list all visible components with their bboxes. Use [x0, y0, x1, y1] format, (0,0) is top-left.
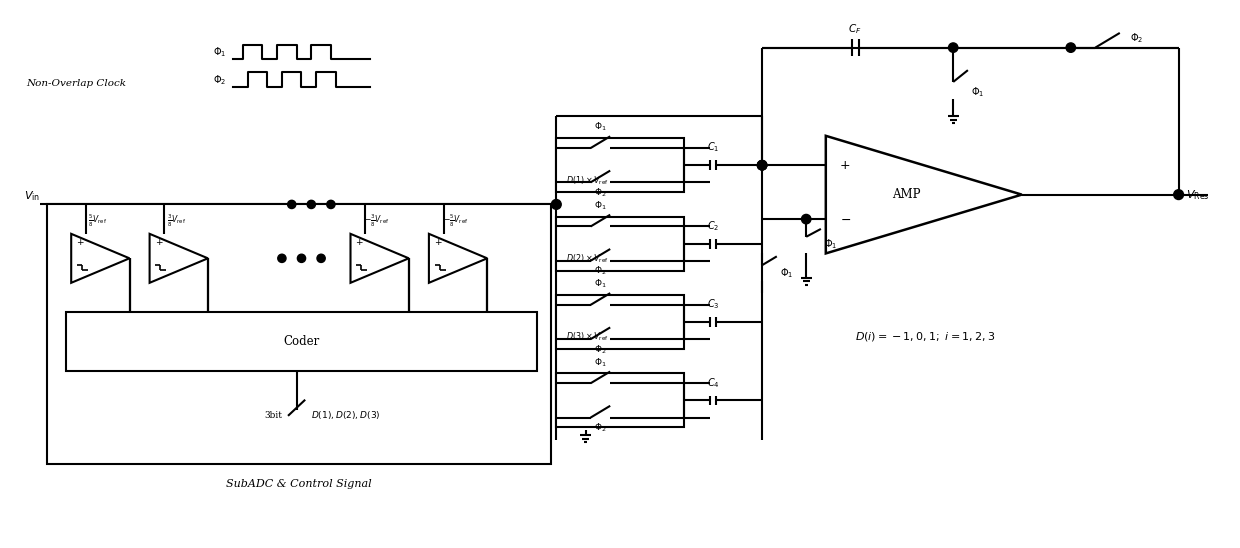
Circle shape: [801, 214, 811, 224]
Bar: [557, 216, 683, 271]
Text: $\Phi_1$: $\Phi_1$: [971, 85, 985, 99]
Text: $C_F$: $C_F$: [848, 22, 862, 36]
Text: $\Phi_1$: $\Phi_1$: [823, 237, 837, 250]
Bar: [557, 138, 683, 192]
Circle shape: [308, 201, 315, 209]
Text: $D(1), D(2), D(3)$: $D(1), D(2), D(3)$: [311, 409, 381, 421]
Bar: [557, 295, 683, 349]
Circle shape: [288, 201, 296, 209]
Text: $\Phi_1$: $\Phi_1$: [594, 121, 606, 133]
Text: $\Phi_2$: $\Phi_2$: [594, 265, 606, 277]
Text: $V_{\rm Res}$: $V_{\rm Res}$: [1187, 188, 1210, 202]
Circle shape: [1066, 43, 1075, 52]
Text: +: +: [356, 238, 363, 247]
Text: +: +: [434, 238, 441, 247]
Bar: [47, 204, 552, 464]
Text: $D(i) = -1, 0, 1;\ i = 1, 2, 3$: $D(i) = -1, 0, 1;\ i = 1, 2, 3$: [856, 330, 996, 343]
Text: $\Phi_2$: $\Phi_2$: [594, 343, 606, 356]
Circle shape: [758, 161, 766, 170]
Circle shape: [949, 43, 959, 52]
Text: $C_3$: $C_3$: [707, 298, 719, 311]
Circle shape: [317, 254, 325, 262]
Circle shape: [758, 161, 766, 170]
Text: $\Phi_1$: $\Phi_1$: [780, 266, 794, 280]
Text: AMP: AMP: [893, 188, 921, 201]
Text: $C_1$: $C_1$: [707, 141, 719, 155]
Text: 3bit: 3bit: [264, 410, 281, 420]
Text: $\Phi_1$: $\Phi_1$: [594, 199, 606, 212]
Text: +: +: [155, 238, 162, 247]
Text: $\frac{5}{8}V_{\rm ref}$: $\frac{5}{8}V_{\rm ref}$: [88, 213, 107, 229]
Text: +: +: [77, 238, 84, 247]
Text: $C_2$: $C_2$: [707, 219, 719, 233]
Text: $\Phi_2$: $\Phi_2$: [594, 421, 606, 434]
Circle shape: [1174, 190, 1183, 199]
Text: $\frac{3}{8}V_{\rm ref}$: $\frac{3}{8}V_{\rm ref}$: [166, 213, 186, 229]
Circle shape: [758, 161, 766, 170]
Bar: [66, 312, 537, 371]
Text: $-\frac{3}{8}V_{\rm ref}$: $-\frac{3}{8}V_{\rm ref}$: [365, 213, 389, 229]
Text: $\Phi_2$: $\Phi_2$: [1130, 31, 1143, 45]
Text: $D(3)\times V_{\rm ref}$: $D(3)\times V_{\rm ref}$: [567, 331, 609, 344]
Text: $D(2)\times V_{\rm ref}$: $D(2)\times V_{\rm ref}$: [567, 253, 609, 265]
Text: $\Phi_2$: $\Phi_2$: [594, 186, 606, 199]
Text: $C_4$: $C_4$: [707, 376, 719, 390]
Text: $-\frac{5}{8}V_{\rm ref}$: $-\frac{5}{8}V_{\rm ref}$: [443, 213, 469, 229]
Text: Coder: Coder: [284, 335, 320, 348]
Bar: [557, 374, 683, 427]
Text: $V_{\rm in}$: $V_{\rm in}$: [24, 190, 40, 203]
Text: $-$: $-$: [839, 213, 851, 226]
Text: +: +: [839, 159, 851, 172]
Circle shape: [327, 201, 335, 209]
Text: $\Phi_1$: $\Phi_1$: [594, 356, 606, 369]
Text: $\Phi_1$: $\Phi_1$: [594, 278, 606, 290]
Text: Non-Overlap Clock: Non-Overlap Clock: [26, 79, 126, 88]
Text: $\Phi_1$: $\Phi_1$: [213, 45, 227, 59]
Text: $\Phi_2$: $\Phi_2$: [213, 73, 227, 87]
Circle shape: [298, 254, 305, 262]
Text: $D(1)\times V_{\rm ref}$: $D(1)\times V_{\rm ref}$: [567, 174, 609, 187]
Text: SubADC & Control Signal: SubADC & Control Signal: [226, 479, 372, 489]
Circle shape: [278, 254, 286, 262]
Circle shape: [552, 199, 562, 209]
